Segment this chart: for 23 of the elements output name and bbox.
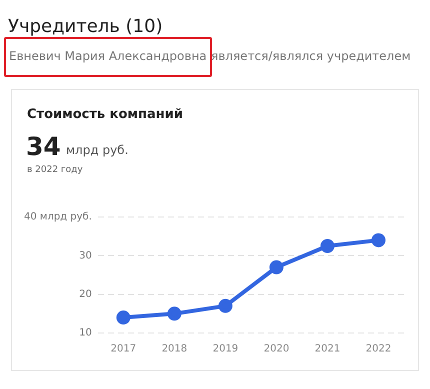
point xyxy=(269,260,284,274)
y-tick-label: 20 xyxy=(79,288,92,300)
x-tick-label: 2018 xyxy=(162,344,188,355)
x-tick-label: 2020 xyxy=(264,344,290,355)
x-tick-label: 2017 xyxy=(110,344,136,355)
x-tick-label: 2022 xyxy=(366,344,392,355)
point xyxy=(167,306,182,321)
x-tick-label: 2019 xyxy=(212,344,238,355)
text: 34 xyxy=(26,132,61,161)
text: Учредитель (10) xyxy=(8,16,163,37)
chart-title: Стоимость компаний xyxy=(27,107,183,122)
point xyxy=(371,233,386,248)
point xyxy=(218,298,232,313)
text: млрд руб. xyxy=(66,143,128,157)
text: является/являлся учредителем xyxy=(211,49,411,63)
text: в 2022 году xyxy=(27,165,83,175)
y-tick-label: 10 xyxy=(79,328,92,339)
point xyxy=(320,239,334,253)
point xyxy=(116,310,130,325)
x-tick-label: 2021 xyxy=(314,344,340,355)
y-tick-label: 40 млрд руб. xyxy=(24,212,92,223)
text: Евневич Мария Александровна xyxy=(9,49,207,63)
y-tick-label: 30 xyxy=(79,250,92,262)
